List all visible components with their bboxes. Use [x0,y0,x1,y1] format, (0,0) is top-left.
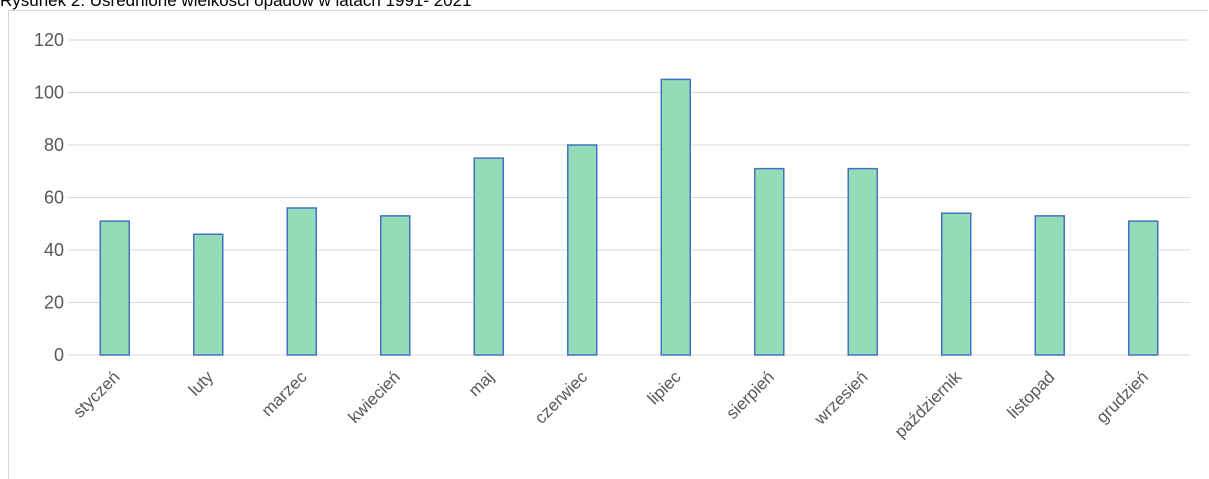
y-tick-label: 60 [44,188,64,208]
bar-listopad [1034,215,1065,356]
x-category-label: marzec [258,367,311,420]
chart-frame [8,10,1208,479]
bar-marzec [286,207,317,356]
x-category-label: październik [891,367,966,442]
bar-październik [941,212,972,356]
y-tick-label: 0 [54,345,64,365]
x-axis-labels: styczeń luty marzec kwiecień maj czerwiec lipi… [69,367,1152,442]
y-tick-label: 120 [34,30,64,50]
bar-wrzesień [847,167,878,356]
x-category-label: kwiecień [345,367,405,427]
x-category-label: maj [465,367,498,400]
bar-luty [193,233,224,356]
gridlines [68,39,1190,356]
bar-lipiec [660,78,691,356]
x-category-label: lipiec [644,367,685,408]
y-tick-label: 100 [34,83,64,103]
x-category-label: grudzień [1093,367,1153,427]
x-category-label: sierpień [723,367,779,423]
chart-caption: Rysunek 2. Uśrednione wielkości opadów w… [0,0,472,10]
x-category-label: listopad [1004,367,1059,422]
y-axis-ticks: 0 20 40 60 80 100 120 [34,30,64,365]
bar-sierpień [754,167,785,356]
x-category-label: styczeń [69,367,123,421]
bar-maj [473,157,504,356]
x-category-label: czerwiec [531,367,592,428]
y-tick-label: 20 [44,293,64,313]
x-category-label: luty [185,367,217,399]
bar-czerwiec [567,144,598,356]
x-category-label: wrzesień [810,367,872,429]
bar-grudzień [1128,220,1159,356]
bar-styczeń [99,220,130,356]
y-tick-label: 40 [44,240,64,260]
bars [99,78,1159,356]
y-tick-label: 80 [44,135,64,155]
bar-kwiecień [380,215,411,356]
